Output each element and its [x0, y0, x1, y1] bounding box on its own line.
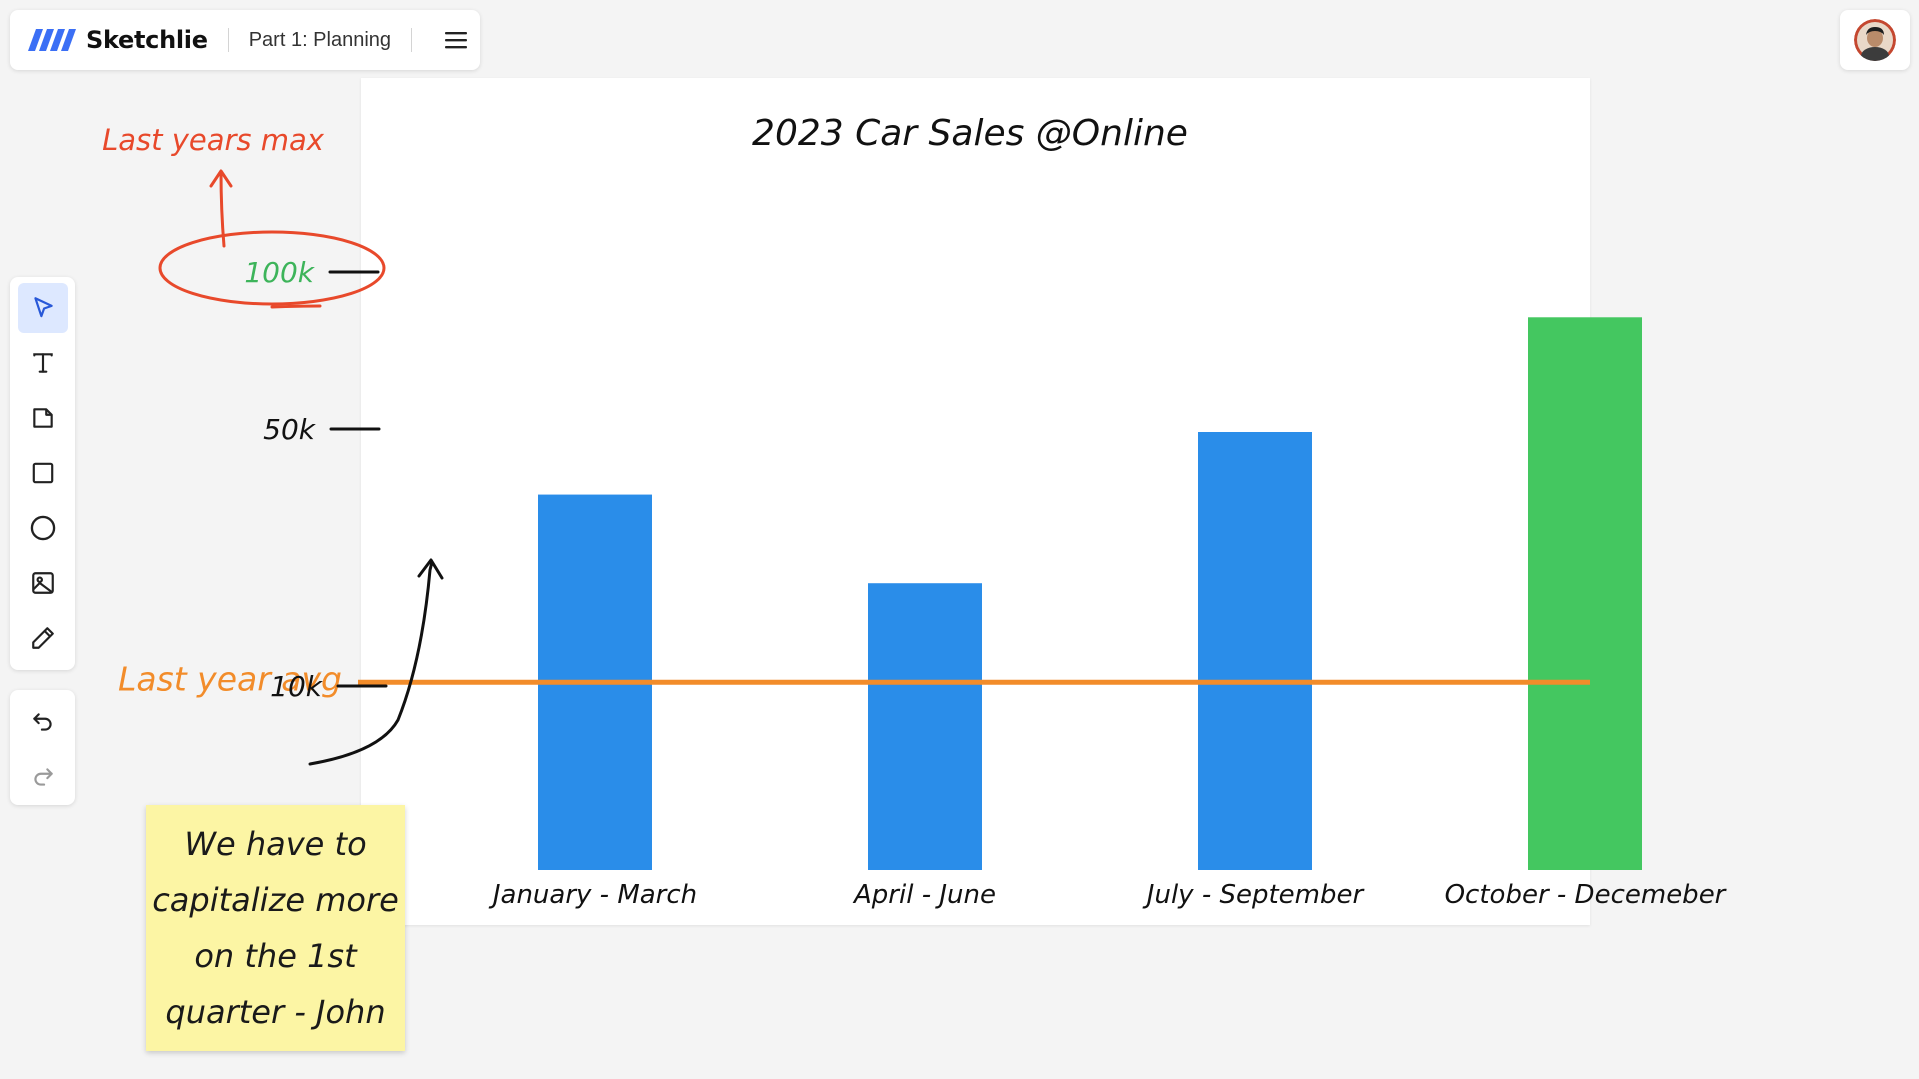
max-annotation-label[interactable]: Last years max [102, 123, 325, 157]
board-title[interactable]: Part 1: Planning [248, 28, 392, 51]
max-up-arrow[interactable] [209, 169, 233, 248]
divider [227, 28, 229, 52]
sticky-note-tool[interactable] [18, 393, 68, 443]
y-ticks: 10k 50k 100k [244, 256, 388, 703]
logo-icon [28, 29, 76, 51]
undo-icon [32, 713, 52, 731]
pen-tool[interactable] [18, 613, 68, 663]
rectangle-icon [32, 462, 53, 484]
y-tick-label-3[interactable]: 100k [244, 256, 315, 289]
top-bar: Sketchlie Part 1: Planning [10, 10, 480, 70]
bar-4[interactable] [1528, 317, 1642, 870]
circle-tail-stroke [270, 304, 322, 309]
history-panel [10, 690, 75, 805]
y-tick-label-1[interactable]: 10k [270, 670, 324, 703]
bar-2[interactable] [868, 583, 982, 870]
text-icon [32, 353, 53, 373]
user-menu[interactable] [1840, 10, 1910, 70]
sticky-note-icon [32, 408, 53, 428]
redo-button[interactable] [18, 752, 68, 802]
divider [411, 28, 413, 52]
text-tool[interactable] [18, 338, 68, 388]
menu-button[interactable] [442, 26, 470, 54]
avg-line-label[interactable]: Last year avg [118, 659, 342, 698]
brand-name: Sketchlie [86, 26, 208, 54]
category-label-3[interactable]: July - September [1142, 880, 1366, 910]
category-label-4[interactable]: October - Decemeber [1445, 880, 1728, 910]
hamburger-icon [445, 32, 468, 49]
sticky-note-text[interactable]: We have to capitalize more on the 1st qu… [152, 825, 399, 1031]
cursor-icon [33, 297, 53, 318]
max-highlight-circle[interactable] [158, 230, 386, 306]
bars-group [538, 317, 1642, 870]
category-label-1[interactable]: January - March [488, 880, 697, 910]
category-label-2[interactable]: April - June [852, 880, 996, 910]
tools-panel [10, 277, 75, 670]
circle-icon [30, 515, 55, 541]
rectangle-tool[interactable] [18, 448, 68, 498]
select-tool[interactable] [17, 283, 68, 333]
curved-arrow[interactable] [308, 558, 444, 766]
category-labels: January - March April - June July - Septem… [488, 880, 1728, 910]
image-tool[interactable] [18, 558, 68, 608]
image-icon [31, 572, 54, 594]
redo-icon [33, 768, 53, 786]
undo-button[interactable] [18, 697, 68, 747]
chart-title: 2023 Car Sales @Online [752, 113, 1188, 154]
avatar [1854, 19, 1896, 61]
y-tick-label-2[interactable]: 50k [263, 413, 317, 446]
bar-3[interactable] [1198, 432, 1312, 870]
ellipse-tool[interactable] [18, 503, 68, 553]
pencil-icon [31, 627, 54, 649]
logo[interactable]: Sketchlie [28, 10, 208, 70]
sticky-note[interactable]: We have to capitalize more on the 1st qu… [146, 805, 405, 1051]
